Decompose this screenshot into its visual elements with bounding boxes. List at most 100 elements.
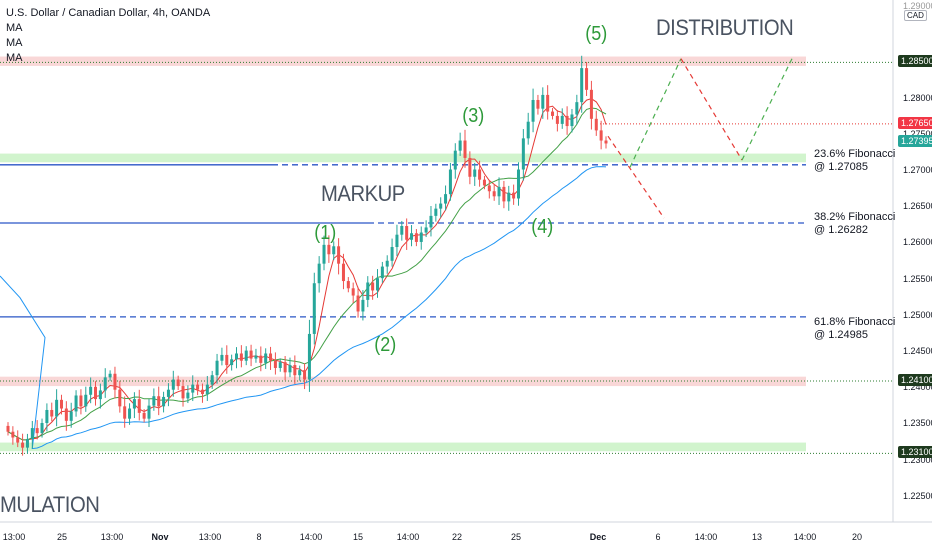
candle-body-90	[444, 194, 448, 204]
ma-fast-line	[7, 98, 607, 441]
candle-body-56	[278, 362, 282, 368]
candle-body-119	[585, 68, 589, 90]
time-tick-label: 13	[751, 532, 763, 542]
candle-body-116	[570, 114, 574, 127]
time-tick-label: 14:00	[396, 532, 420, 542]
candle-body-41	[205, 384, 209, 395]
fib-23-label: 23.6% Fibonacci @ 1.27085	[814, 148, 895, 174]
candle-body-62	[307, 333, 311, 380]
candle-body-112	[551, 111, 555, 116]
candle-body-24	[123, 406, 127, 419]
moving-averages	[0, 98, 607, 450]
price-tick-label: 1.26000	[903, 237, 932, 248]
time-tick-label: 6	[655, 532, 661, 542]
candle-body-81	[400, 226, 404, 235]
candle-body-65	[322, 244, 326, 264]
time-tick-label: 8	[256, 532, 262, 542]
price-tick-label: 1.23000	[903, 454, 932, 465]
candle-body-11	[59, 399, 63, 409]
ma-mid-line	[7, 107, 607, 441]
time-tick-label: 14:00	[694, 532, 718, 542]
time-tick-label: 20	[851, 532, 863, 542]
price-tick-label: 1.24500	[903, 346, 932, 357]
candle-body-40	[200, 389, 204, 395]
candle-body-122	[599, 130, 603, 141]
candle-body-57	[283, 362, 287, 373]
candle-body-72	[356, 295, 360, 312]
zone-support-2	[0, 153, 806, 163]
candle-body-93	[458, 140, 462, 151]
candle-body-77	[380, 266, 384, 279]
projection-down-1	[607, 135, 665, 219]
candle-body-63	[312, 283, 316, 334]
candle-body-89	[439, 203, 443, 209]
candle-body-44	[220, 354, 224, 361]
candle-body-20	[103, 377, 107, 391]
candle-body-105	[516, 169, 520, 199]
fib-61-label-line1: 61.8% Fibonacci	[814, 316, 896, 328]
candle-body-27	[137, 399, 141, 413]
fib-38-label-line1: 38.2% Fibonacci	[814, 211, 896, 223]
wave-4-label: (4)	[531, 216, 554, 238]
candle-body-47	[234, 353, 239, 360]
candle-body-51	[254, 355, 258, 359]
time-tick-label: 13:00	[2, 532, 26, 542]
time-tick-label: Nov	[151, 532, 169, 542]
ma-indicator-2[interactable]: MA	[6, 37, 23, 49]
candle-body-66	[327, 244, 331, 255]
price-box-label: 1.23100	[898, 446, 932, 459]
candle-body-30	[152, 396, 156, 406]
ma-indicator-1[interactable]: MA	[6, 22, 23, 34]
candle-body-55	[273, 360, 277, 368]
candle-body-45	[225, 354, 229, 366]
candle-body-75	[371, 282, 375, 291]
candle-body-29	[147, 405, 151, 419]
candle-body-118	[580, 68, 584, 103]
candle-body-4	[25, 438, 29, 448]
candle-body-68	[337, 246, 341, 264]
projection-paths	[607, 58, 793, 219]
wave-1-label: (1)	[314, 222, 337, 244]
ma-indicator-3[interactable]: MA	[6, 52, 23, 64]
candle-body-12	[64, 408, 68, 421]
candle-body-110	[541, 94, 545, 109]
fib-38-label-line2: @ 1.26282	[814, 224, 868, 236]
candle-body-95	[468, 157, 472, 177]
candle-body-19	[98, 390, 102, 400]
fib-38-label: 38.2% Fibonacci @ 1.26282	[814, 211, 895, 237]
candle-body-2	[16, 437, 20, 443]
candle-body-38	[191, 384, 195, 393]
time-tick-label: 14:00	[793, 532, 817, 542]
time-tick-label: Dec	[589, 532, 607, 542]
candle-body-32	[162, 396, 166, 407]
time-tick-label: 15	[352, 532, 364, 542]
candle-body-10	[55, 399, 59, 417]
currency-badge[interactable]: CAD	[904, 10, 927, 21]
price-box-label: 1.28500	[898, 55, 932, 68]
candle-body-25	[128, 408, 132, 419]
candle-body-42	[210, 375, 214, 385]
candle-body-80	[395, 234, 399, 248]
accumulation-label: MULATION	[0, 492, 100, 517]
candle-body-111	[546, 94, 550, 112]
price-box-label: 1.27650	[898, 116, 932, 129]
candle-body-16	[84, 394, 88, 407]
candle-body-18	[94, 386, 98, 400]
chart-legend: U.S. Dollar / Canadian Dollar, 4h, OANDA…	[6, 6, 210, 66]
candle-body-46	[230, 359, 234, 366]
candle-body-92	[453, 150, 457, 170]
fibonacci-lines	[0, 164, 806, 318]
candle-body-34	[171, 379, 175, 390]
candle-body-36	[181, 386, 185, 399]
candle-body-3	[21, 442, 25, 448]
candle-body-35	[176, 379, 180, 387]
candle-body-71	[351, 288, 355, 296]
candle-body-26	[132, 399, 136, 409]
candle-body-83	[410, 233, 414, 240]
candle-body-54	[269, 353, 273, 361]
candle-body-0	[6, 425, 10, 432]
candle-body-103	[507, 192, 511, 202]
symbol-title[interactable]: U.S. Dollar / Canadian Dollar, 4h, OANDA	[6, 7, 211, 19]
candle-body-13	[69, 411, 73, 421]
